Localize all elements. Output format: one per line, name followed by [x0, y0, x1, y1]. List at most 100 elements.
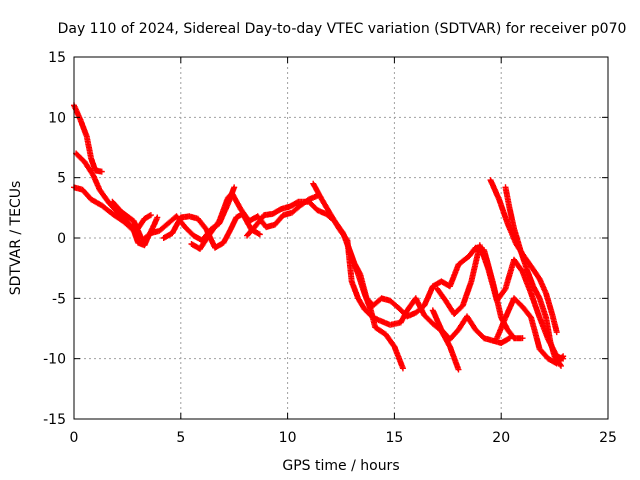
- axis-ticks: [73, 56, 609, 420]
- data-point-markers: [79, 186, 94, 202]
- data-point-markers: [229, 190, 243, 211]
- data-point-markers: [156, 221, 170, 234]
- data-point-markers: [536, 295, 549, 320]
- data-point-markers: [118, 208, 130, 219]
- data-point-markers: [182, 224, 196, 238]
- series-sat-6: [188, 190, 321, 252]
- data-point-markers: [528, 314, 543, 351]
- y-tick-label: -5: [52, 291, 66, 307]
- grid-lines: [74, 57, 608, 419]
- data-point-markers: [288, 203, 303, 216]
- data-point-markers: [387, 297, 401, 310]
- data-point-marker: [399, 365, 406, 372]
- data-point-markers: [442, 297, 457, 316]
- data-point-markers: [244, 224, 258, 239]
- data-point-markers: [459, 279, 474, 309]
- data-point-markers: [536, 346, 551, 361]
- data-point-markers: [109, 210, 125, 224]
- data-point-markers: [98, 202, 115, 216]
- data-point-markers: [464, 313, 478, 332]
- data-point-marker: [558, 362, 565, 369]
- y-tick-label: 0: [57, 231, 66, 247]
- x-tick-label: 10: [279, 430, 297, 446]
- x-tick-label: 5: [176, 430, 185, 446]
- data-point-marker: [506, 335, 513, 342]
- data-point-markers: [446, 263, 461, 290]
- data-point-markers: [412, 303, 427, 316]
- data-point-markers: [511, 295, 525, 309]
- data-point-markers: [382, 331, 397, 349]
- data-point-markers: [96, 186, 111, 204]
- data-point-markers: [122, 216, 134, 230]
- data-point-markers: [421, 312, 435, 326]
- data-point-markers: [327, 210, 342, 230]
- x-tick-labels: 0 5 10 15 20 25: [70, 430, 617, 446]
- data-point-markers: [105, 198, 119, 214]
- data-point-markers: [216, 196, 231, 225]
- data-series: [71, 102, 567, 373]
- data-point-marker: [147, 212, 154, 219]
- data-point-markers: [455, 314, 470, 333]
- data-point-markers: [348, 278, 361, 300]
- data-point-markers: [429, 307, 444, 332]
- data-point-markers: [372, 324, 388, 337]
- data-point-markers: [502, 184, 513, 211]
- x-tick-label: 15: [385, 430, 403, 446]
- data-point-markers: [446, 327, 461, 343]
- data-point-marker: [455, 366, 462, 373]
- data-point-markers: [519, 268, 534, 296]
- x-tick-label: 0: [70, 430, 79, 446]
- chart-title: Day 110 of 2024, Sidereal Day-to-day VTE…: [58, 21, 627, 37]
- y-tick-label: 5: [57, 171, 66, 187]
- x-axis-label: GPS time / hours: [282, 458, 399, 474]
- data-point-marker: [560, 353, 567, 360]
- y-axis-label: SDTVAR / TECUs: [8, 181, 24, 296]
- data-point-markers: [130, 218, 145, 242]
- data-point-markers: [355, 295, 367, 311]
- data-point-markers: [194, 215, 209, 232]
- data-point-markers: [547, 338, 558, 358]
- data-point-markers: [549, 312, 560, 334]
- data-point-marker: [154, 214, 161, 221]
- y-tick-label: -15: [43, 412, 66, 428]
- data-point-markers: [511, 225, 523, 252]
- data-point-markers: [493, 316, 508, 342]
- data-point-markers: [77, 116, 90, 139]
- data-point-markers: [361, 306, 375, 320]
- data-point-markers: [472, 326, 486, 341]
- data-point-markers: [523, 266, 536, 288]
- y-tick-label: 10: [48, 110, 66, 126]
- data-point-markers: [496, 196, 511, 226]
- data-point-marker: [519, 335, 526, 342]
- data-point-markers: [485, 266, 500, 303]
- data-point-markers: [113, 208, 128, 222]
- data-point-markers: [543, 290, 555, 317]
- data-point-markers: [271, 213, 286, 228]
- data-point-markers: [139, 231, 153, 244]
- data-point-markers: [476, 242, 491, 271]
- y-tick-label: -10: [43, 352, 66, 368]
- data-point-markers: [197, 233, 211, 252]
- data-point-marker: [553, 329, 560, 336]
- y-tick-labels: -15 -10 -5 0 5 10 15: [43, 50, 66, 428]
- series-sat-11: [434, 242, 567, 362]
- series-sat-13: [502, 184, 565, 369]
- data-point-markers: [502, 258, 517, 292]
- data-point-markers: [504, 326, 517, 340]
- y-tick-label: 15: [48, 50, 66, 66]
- data-point-markers: [252, 213, 267, 229]
- data-point-markers: [487, 177, 502, 201]
- data-point-markers: [391, 343, 406, 370]
- data-point-markers: [73, 150, 87, 164]
- data-point-markers: [109, 198, 123, 214]
- data-point-markers: [434, 285, 448, 303]
- data-point-markers: [466, 245, 478, 260]
- data-point-markers: [237, 206, 252, 223]
- data-point-markers: [169, 215, 184, 237]
- data-point-markers: [455, 254, 471, 268]
- data-point-markers: [528, 290, 543, 320]
- data-point-markers: [81, 159, 96, 177]
- data-point-markers: [530, 266, 542, 281]
